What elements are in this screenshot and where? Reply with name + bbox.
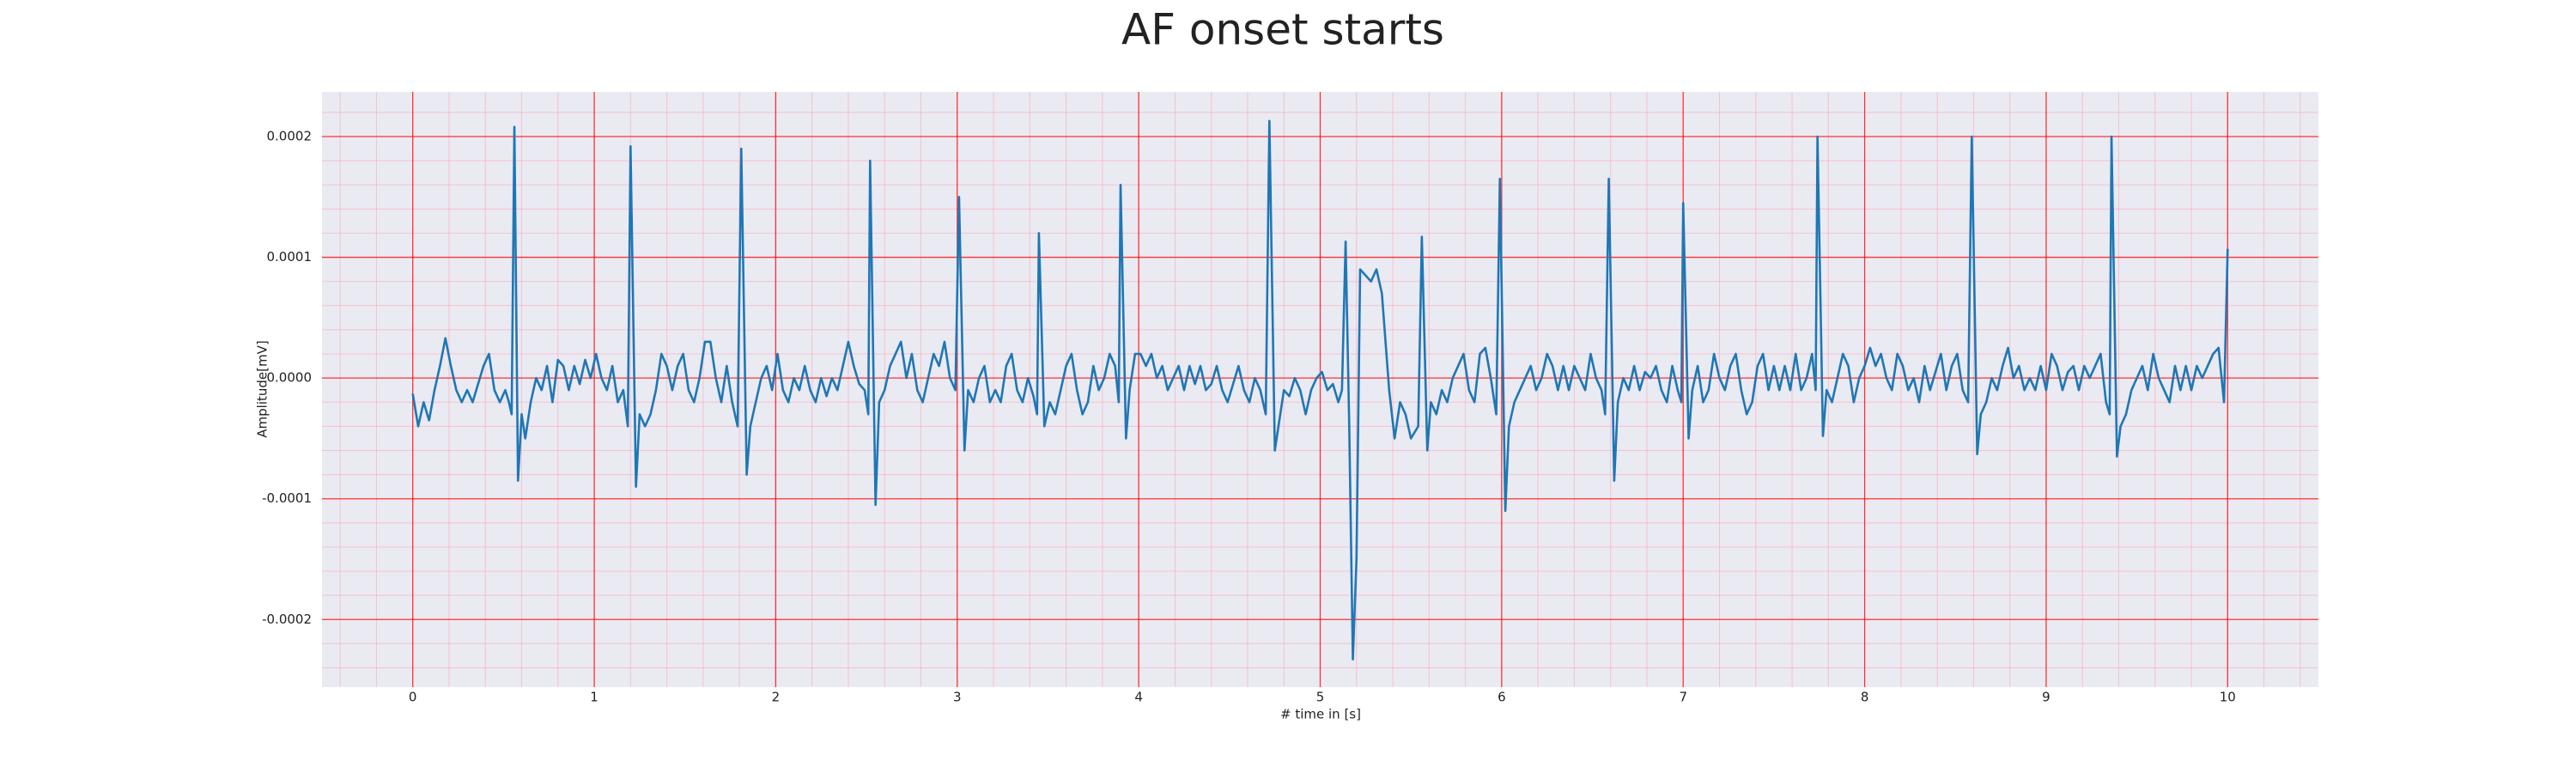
y-axis-label: Amplitude[mV] (255, 340, 270, 437)
y-tick-label: -0.0002 (262, 612, 312, 627)
y-tick-label: 0.0002 (267, 129, 313, 144)
x-tick-label: 9 (2042, 690, 2050, 705)
x-tick-label: 2 (772, 690, 781, 705)
y-tick-label: 0.0001 (267, 249, 313, 265)
y-tick-label: -0.0001 (262, 490, 312, 506)
x-axis-label: # time in [s] (1280, 707, 1361, 722)
x-tick-label: 5 (1316, 690, 1325, 705)
x-tick-label: 7 (1679, 690, 1687, 705)
x-tick-label: 1 (590, 690, 598, 705)
x-tick-label: 0 (409, 690, 417, 705)
x-tick-label: 6 (1498, 690, 1506, 705)
signal-line (411, 119, 2229, 660)
x-tick-label: 8 (1861, 690, 1869, 705)
x-tick-label: 4 (1134, 690, 1143, 705)
x-tick-label: 3 (953, 690, 962, 705)
y-tick-label: 0.0000 (267, 370, 313, 386)
chart-title: AF onset starts (1121, 5, 1444, 55)
x-tick-label: 10 (2220, 690, 2236, 705)
